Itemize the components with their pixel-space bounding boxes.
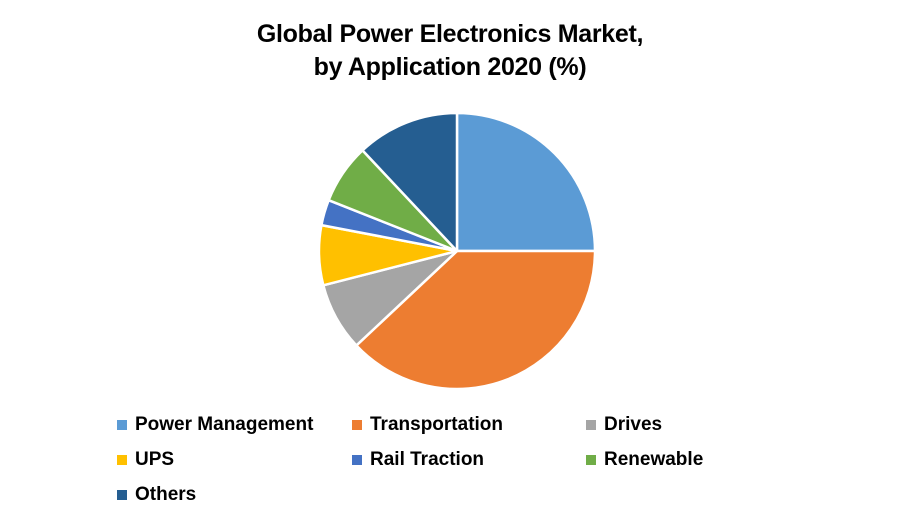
legend-swatch-drives <box>586 420 596 430</box>
legend-swatch-rail-traction <box>352 455 362 465</box>
legend-item-ups: UPS <box>117 449 174 471</box>
legend-swatch-others <box>117 490 127 500</box>
legend-swatch-transportation <box>352 420 362 430</box>
legend-label-ups: UPS <box>135 449 175 470</box>
chart-title-line-1: Global Power Electronics Market, <box>256 20 644 48</box>
legend-label-others: Others <box>135 484 197 505</box>
legend-swatch-ups <box>117 455 127 465</box>
legend-label-drives: Drives <box>604 414 663 435</box>
legend-label-transportation: Transportation <box>370 414 504 435</box>
pie-slice-power-management <box>455 111 597 253</box>
pie-slice-others <box>361 111 459 253</box>
legend-item-drives: Drives <box>586 414 662 436</box>
pie-slice-transportation <box>355 249 597 391</box>
legend-label-renewable: Renewable <box>604 449 704 470</box>
legend-label-rail-traction: Rail Traction <box>370 449 485 470</box>
legend-swatch-renewable <box>586 455 596 465</box>
chart-title-line-2: by Application 2020 (%) <box>313 53 587 81</box>
legend-swatch-power-management <box>117 420 127 430</box>
legend-item-power-management: Power Management <box>117 414 313 436</box>
chart-title: Global Power Electronics Market, by Appl… <box>0 18 900 84</box>
legend-item-transportation: Transportation <box>352 414 503 436</box>
legend-item-others: Others <box>117 484 196 506</box>
legend-label-power-management: Power Management <box>135 414 314 435</box>
legend-item-rail-traction: Rail Traction <box>352 449 484 471</box>
legend-item-renewable: Renewable <box>586 449 703 471</box>
